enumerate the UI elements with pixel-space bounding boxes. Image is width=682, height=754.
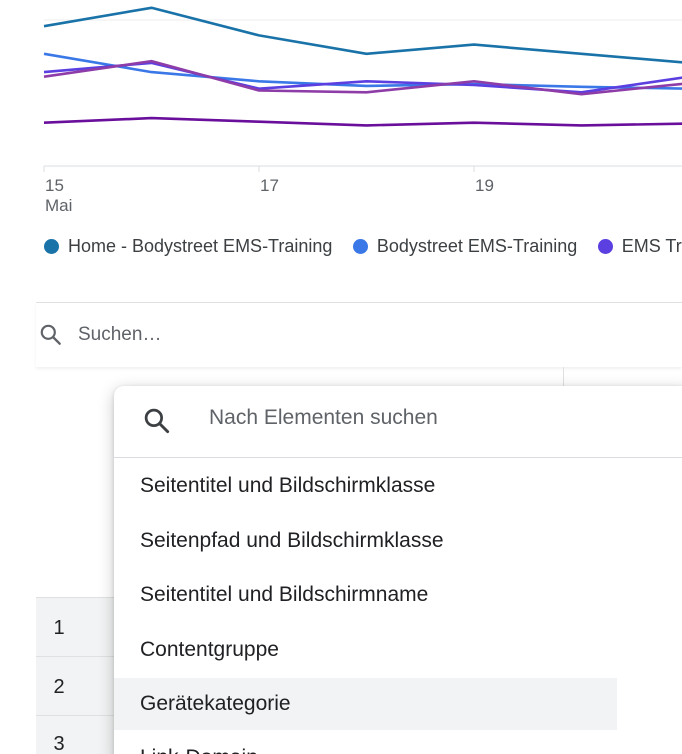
legend-dot (597, 239, 613, 254)
x-tick-label: 17 (260, 176, 279, 195)
series-line-2 (43, 52, 682, 90)
x-tick-sublabel: Mai (45, 196, 72, 215)
row-number: 2 (53, 676, 65, 698)
legend-item[interactable]: Bodystreet EMS-Training (352, 236, 578, 257)
dropdown-item-active[interactable]: Gerätekategorie (114, 678, 617, 730)
legend-label: EMS Training (621, 236, 682, 256)
series-line-1 (43, 6, 682, 64)
series-line-3 (43, 61, 682, 94)
search-icon (144, 408, 170, 434)
row-number: 3 (53, 733, 65, 754)
dropdown-item[interactable]: Seitenpfad und Bildschirmklasse (140, 529, 444, 552)
search-icon (40, 324, 61, 345)
dropdown-search-input[interactable] (209, 406, 589, 430)
legend-dot (352, 239, 368, 254)
dropdown-item[interactable]: Contentgruppe (140, 638, 279, 661)
chart-legend: Home - Bodystreet EMS-Training Bodystree… (44, 236, 682, 260)
row-number: 1 (53, 617, 65, 639)
section-divider (36, 302, 682, 303)
dropdown-item[interactable]: Seitentitel und Bildschirmname (140, 583, 429, 606)
table-search-bar (36, 303, 682, 367)
table-search-input[interactable] (78, 324, 478, 346)
line-chart-svg: 15171921Mai (43, 6, 682, 215)
legend-dot (44, 239, 59, 254)
line-chart: 15171921Mai (0, 0, 682, 220)
x-tick-label: 15 (45, 176, 64, 195)
dropdown-search (114, 386, 682, 458)
legend-item[interactable]: EMS Training (597, 236, 682, 257)
series-line-5 (43, 116, 682, 127)
legend-label: Bodystreet EMS-Training (376, 236, 578, 256)
legend-label: Home - Bodystreet EMS-Training (68, 236, 333, 256)
x-tick-label: 19 (475, 176, 494, 195)
dimension-dropdown: Seitentitel und Bildschirmklasse Seitenp… (114, 386, 682, 754)
dropdown-item[interactable]: Seitentitel und Bildschirmklasse (140, 474, 436, 497)
legend-item[interactable]: Home - Bodystreet EMS-Training (44, 236, 332, 257)
series-line-4 (43, 59, 682, 96)
dropdown-item[interactable]: Link-Domain (114, 732, 617, 754)
